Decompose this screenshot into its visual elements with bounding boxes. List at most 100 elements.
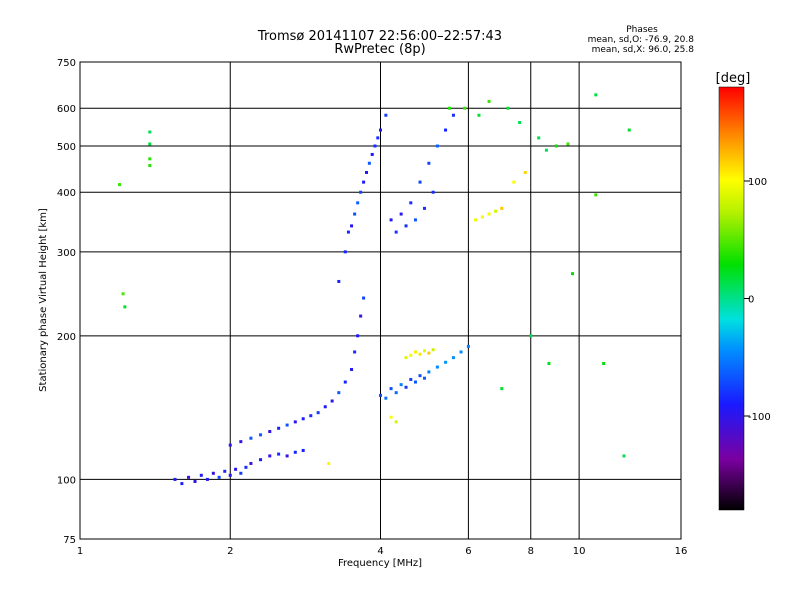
data-point bbox=[362, 180, 366, 184]
y-tick-label: 400 bbox=[57, 188, 76, 199]
data-point bbox=[404, 385, 408, 389]
data-point bbox=[622, 454, 626, 458]
data-point bbox=[627, 128, 631, 132]
data-point bbox=[293, 420, 297, 424]
data-point bbox=[244, 465, 248, 469]
data-point bbox=[418, 180, 422, 184]
data-point bbox=[228, 443, 232, 447]
data-point bbox=[148, 164, 152, 168]
data-point bbox=[422, 376, 426, 380]
data-point bbox=[249, 436, 253, 440]
data-point bbox=[379, 128, 382, 132]
data-point bbox=[566, 142, 570, 146]
data-point bbox=[384, 113, 388, 117]
data-point bbox=[451, 113, 455, 117]
data-point bbox=[422, 206, 426, 210]
data-point bbox=[384, 396, 388, 400]
data-point bbox=[409, 201, 413, 205]
y-tick-label: 75 bbox=[63, 535, 76, 546]
data-point bbox=[409, 377, 413, 381]
data-point bbox=[356, 334, 360, 338]
data-point bbox=[487, 212, 491, 216]
data-point bbox=[554, 144, 558, 148]
data-point bbox=[413, 218, 417, 222]
y-tick-label: 600 bbox=[57, 104, 76, 115]
data-point bbox=[500, 206, 504, 210]
chart-title: Tromsø 20141107 22:56:00–22:57:43 bbox=[257, 29, 502, 44]
data-point bbox=[180, 482, 184, 486]
data-point bbox=[187, 475, 191, 479]
data-point bbox=[480, 215, 484, 219]
data-point bbox=[594, 193, 598, 197]
data-point bbox=[451, 356, 455, 360]
data-point bbox=[148, 157, 152, 161]
data-point bbox=[234, 467, 238, 471]
data-point bbox=[544, 148, 548, 152]
chart-subtitle: RwPretec (8p) bbox=[334, 42, 425, 57]
data-point bbox=[268, 454, 272, 458]
phases-o-stats: mean, sd,O: -76.9, 20.8 bbox=[588, 35, 695, 45]
data-point bbox=[323, 405, 327, 409]
data-point bbox=[404, 224, 408, 228]
data-point bbox=[367, 161, 371, 165]
data-point bbox=[389, 387, 393, 391]
data-point bbox=[316, 411, 320, 415]
y-tick-label: 750 bbox=[57, 58, 76, 69]
x-tick-label: 6 bbox=[465, 546, 471, 557]
colorbar-ticks: 100 0 -100 bbox=[744, 177, 771, 423]
data-point bbox=[301, 417, 305, 421]
gridlines bbox=[80, 62, 681, 539]
data-point bbox=[435, 144, 439, 148]
data-point bbox=[301, 448, 305, 452]
data-point bbox=[121, 292, 125, 296]
data-point bbox=[350, 224, 354, 228]
data-point bbox=[346, 230, 350, 234]
data-point bbox=[239, 440, 243, 444]
data-point bbox=[418, 352, 422, 356]
data-point bbox=[512, 180, 516, 184]
data-point bbox=[211, 471, 215, 475]
data-point bbox=[362, 296, 366, 300]
data-point bbox=[193, 479, 197, 483]
data-point bbox=[359, 190, 363, 194]
data-point bbox=[205, 477, 209, 481]
colorbar-tick-label: 0 bbox=[748, 295, 754, 306]
colorbar-tick-label: 100 bbox=[748, 177, 767, 188]
data-point bbox=[413, 380, 417, 384]
data-point bbox=[394, 420, 398, 424]
data-point bbox=[466, 344, 470, 348]
data-point bbox=[199, 473, 203, 477]
colorbar-label: [deg] bbox=[716, 71, 751, 86]
data-point bbox=[399, 383, 403, 387]
data-point bbox=[223, 469, 227, 473]
data-point bbox=[435, 365, 439, 369]
data-point bbox=[494, 209, 498, 213]
data-point bbox=[427, 351, 431, 355]
data-point bbox=[487, 99, 491, 103]
data-point bbox=[394, 230, 398, 234]
data-point bbox=[389, 415, 393, 419]
data-point bbox=[422, 349, 426, 353]
data-point bbox=[373, 144, 377, 148]
colorbar-tick-label: -100 bbox=[748, 412, 771, 423]
data-point bbox=[418, 374, 422, 378]
data-point bbox=[118, 183, 122, 187]
data-point bbox=[459, 350, 463, 354]
data-point bbox=[537, 136, 541, 140]
x-axis-label: Frequency [MHz] bbox=[338, 558, 422, 569]
data-point bbox=[409, 353, 413, 357]
data-point bbox=[444, 128, 448, 132]
x-tick-label: 10 bbox=[573, 546, 586, 557]
y-axis-label: Stationary phase Virtual Height [km] bbox=[38, 208, 49, 392]
data-point bbox=[259, 458, 263, 462]
data-point bbox=[343, 380, 347, 384]
data-point bbox=[228, 473, 232, 477]
data-point bbox=[399, 212, 403, 216]
data-point bbox=[463, 106, 467, 110]
y-axis-ticks: 75 100 200 300 400 500 600 750 bbox=[57, 58, 76, 546]
data-point bbox=[389, 218, 393, 222]
data-point bbox=[173, 477, 177, 481]
y-tick-label: 500 bbox=[57, 142, 76, 153]
x-axis-ticks: 1 2 4 6 8 10 16 bbox=[77, 546, 688, 557]
data-point bbox=[277, 426, 281, 430]
